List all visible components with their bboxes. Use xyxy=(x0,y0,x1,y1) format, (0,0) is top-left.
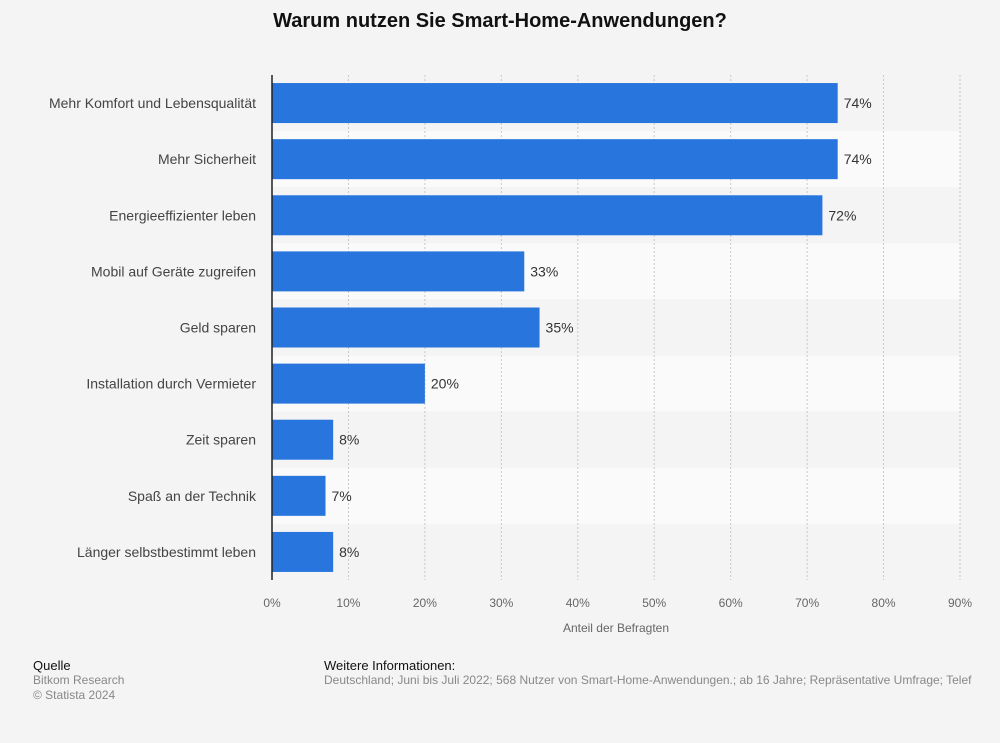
bar xyxy=(272,251,525,292)
x-tick-label: 60% xyxy=(719,596,743,610)
value-label: 7% xyxy=(332,488,352,504)
value-label: 33% xyxy=(530,263,558,279)
source-block: Quelle Bitkom Research © Statista 2024 xyxy=(33,658,124,703)
category-label: Länger selbstbestimmt leben xyxy=(77,544,256,560)
value-label: 8% xyxy=(339,432,359,448)
value-label: 74% xyxy=(844,151,872,167)
info-text: Deutschland; Juni bis Juli 2022; 568 Nut… xyxy=(324,673,972,687)
x-tick-label: 90% xyxy=(948,596,972,610)
info-block: Weitere Informationen: Deutschland; Juni… xyxy=(324,658,1000,688)
bar xyxy=(272,139,838,180)
bar xyxy=(272,363,425,404)
info-heading: Weitere Informationen: xyxy=(324,658,456,673)
value-label: 72% xyxy=(828,207,856,223)
category-label: Mehr Sicherheit xyxy=(158,151,256,167)
value-label: 35% xyxy=(546,320,574,336)
copyright: © Statista 2024 xyxy=(33,688,116,702)
x-tick-label: 40% xyxy=(566,596,590,610)
bar xyxy=(272,83,838,124)
category-label: Installation durch Vermieter xyxy=(86,376,256,392)
x-tick-label: 80% xyxy=(872,596,896,610)
source-heading: Quelle xyxy=(33,658,71,673)
row-band xyxy=(272,523,960,580)
category-label: Mehr Komfort und Lebensqualität xyxy=(49,95,256,111)
row-band xyxy=(272,467,960,524)
bar xyxy=(272,307,540,348)
bar xyxy=(272,531,334,572)
category-label: Energieeffizienter leben xyxy=(109,207,256,223)
x-tick-label: 10% xyxy=(336,596,360,610)
category-label: Zeit sparen xyxy=(186,432,256,448)
category-label: Mobil auf Geräte zugreifen xyxy=(91,263,256,279)
value-label: 8% xyxy=(339,544,359,560)
x-tick-label: 0% xyxy=(263,596,281,610)
x-tick-label: 70% xyxy=(795,596,819,610)
x-axis-title: Anteil der Befragten xyxy=(563,621,669,635)
x-tick-label: 50% xyxy=(642,596,666,610)
bar-chart: Mehr Komfort und Lebensqualität 74% Mehr S… xyxy=(49,75,972,635)
source-name: Bitkom Research xyxy=(33,673,125,687)
bar xyxy=(272,195,823,236)
x-tick-label: 20% xyxy=(413,596,437,610)
row-band xyxy=(272,411,960,468)
value-label: 74% xyxy=(844,95,872,111)
bar xyxy=(272,419,334,460)
category-label: Spaß an der Technik xyxy=(128,488,257,504)
bar xyxy=(272,475,326,516)
chart-title: Warum nutzen Sie Smart-Home-Anwendungen? xyxy=(273,10,727,32)
value-label: 20% xyxy=(431,376,459,392)
category-label: Geld sparen xyxy=(180,320,256,336)
x-tick-label: 30% xyxy=(489,596,513,610)
